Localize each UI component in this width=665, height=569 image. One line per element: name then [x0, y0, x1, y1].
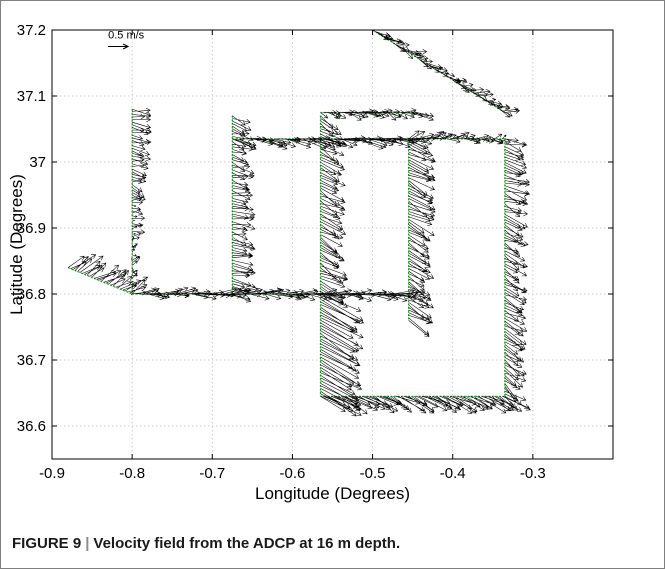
velocity-arrow-set [130, 107, 152, 296]
x-tick-label: -0.8 [119, 465, 145, 482]
y-tick-label: 36.8 [17, 286, 46, 303]
velocity-arrow-set [372, 29, 521, 118]
velocity-arrow-set [408, 138, 436, 337]
x-axis-label: Longitude (Degrees) [255, 484, 410, 503]
scale-arrow-head [122, 43, 130, 50]
x-tick-label: -0.9 [39, 465, 65, 482]
velocity-arrow-set [320, 115, 349, 308]
y-tick-label: 37 [29, 154, 46, 171]
x-tick-label: -0.3 [520, 465, 546, 482]
velocity-arrow-set [67, 254, 149, 295]
caption-text: Velocity field from the ADCP at 16 m dep… [93, 535, 401, 552]
velocity-arrow-set [320, 293, 364, 417]
plot-area-border [51, 29, 614, 460]
y-tick-label: 36.6 [17, 418, 46, 435]
scale-arrow: 0.5 m/s [108, 30, 145, 50]
velocity-arrow-set [232, 115, 256, 303]
velocity-arrow-set [320, 108, 435, 122]
velocity-arrows [67, 29, 531, 417]
y-tick-label: 36.9 [17, 220, 46, 237]
velocity-arrow-set [320, 396, 531, 415]
x-tick-label: -0.6 [279, 465, 305, 482]
velocity-arrow-set [504, 138, 531, 409]
x-tick-label: -0.7 [199, 465, 225, 482]
y-tick-label: 37.1 [17, 88, 46, 105]
caption-separator: | [85, 535, 90, 552]
velocity-arrow-set [132, 286, 431, 303]
scale-arrow-label: 0.5 m/s [108, 30, 145, 42]
quiver-chart: -0.9 -0.8 -0.7 -0.6 -0.5 -0.4 -0.3 36.6 36.7 36.8… [7, 22, 614, 503]
y-axis-label: Latitude (Degrees) [7, 174, 26, 315]
figure-number: FIGURE 9 [12, 535, 82, 552]
velocity-arrow-set [408, 130, 519, 145]
x-tick-label: -0.4 [440, 465, 466, 482]
ship-track-segment [67, 267, 133, 295]
y-tick-label: 36.7 [17, 352, 46, 369]
y-tick-label: 37.2 [17, 22, 46, 39]
x-tick-label: -0.5 [360, 465, 386, 482]
axis-ticks: -0.9 -0.8 -0.7 -0.6 -0.5 -0.4 -0.3 36.6 36.7 36.8… [17, 22, 613, 482]
ship-tracks [67, 29, 506, 397]
figure-caption: FIGURE 9 | Velocity field from the ADCP at… [12, 535, 400, 552]
